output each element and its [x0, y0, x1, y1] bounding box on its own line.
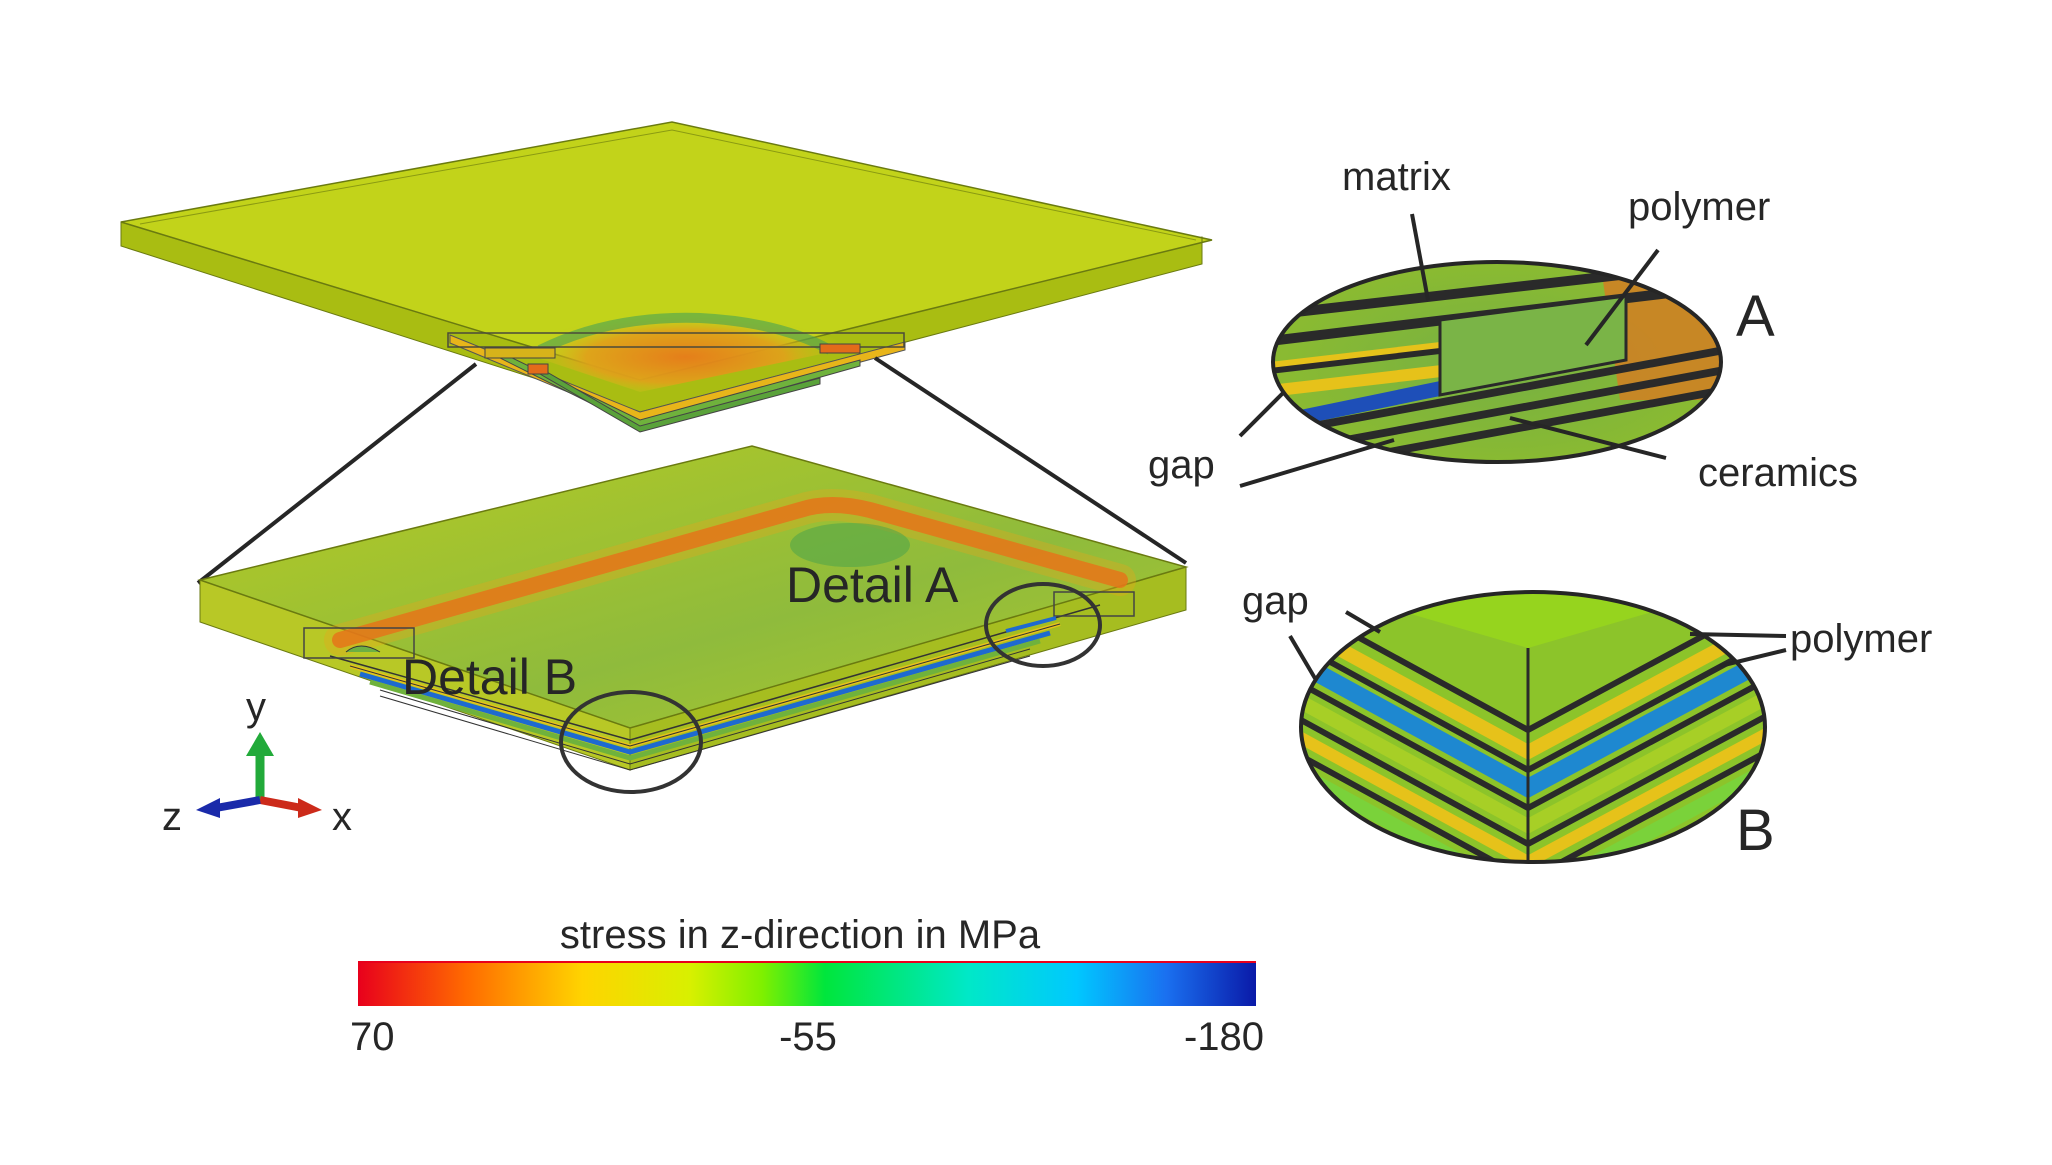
axis-triad: y x z [162, 685, 352, 839]
upper-plate [120, 121, 1213, 433]
axis-z-arrow [215, 796, 261, 812]
detail-b-circle [559, 690, 703, 794]
lower-plate-layers [303, 591, 1135, 771]
label-ceramics: ceramics [1698, 451, 1858, 495]
upper-plate-layers [447, 332, 906, 433]
label-gap-a: gap [1148, 443, 1215, 487]
axis-y-label: y [246, 685, 266, 729]
detail-a-ellipse [1271, 260, 1723, 464]
axis-x-label: x [332, 795, 352, 839]
detail-a-view: matrix polymer gap ceramics A [1148, 155, 1858, 495]
detail-b-view: gap polymer B [1242, 579, 1932, 864]
axis-x-arrowhead [298, 798, 322, 818]
colorbar-tick-max: 70 [350, 1015, 395, 1059]
lower-plate [197, 445, 1189, 794]
colorbar-title: stress in z-direction in MPa [560, 913, 1041, 957]
label-gap-b: gap [1242, 579, 1309, 623]
label-polymer-a: polymer [1628, 185, 1770, 229]
colorbar-tick-mid: -55 [779, 1015, 837, 1059]
detail-b-label: Detail B [402, 649, 577, 705]
label-letter-b: B [1736, 798, 1775, 863]
axis-z-arrowhead [196, 798, 220, 818]
connector-line-right [873, 356, 1188, 565]
label-polymer-b: polymer [1790, 617, 1932, 661]
lower-plate-stress-band [332, 497, 1128, 648]
axis-z-label: z [162, 795, 182, 839]
detail-b-ellipse [1299, 590, 1767, 864]
detail-a-label: Detail A [786, 557, 959, 613]
label-matrix: matrix [1342, 155, 1451, 199]
colorbar-tick-min: -180 [1184, 1015, 1264, 1059]
axis-x-arrow [259, 796, 303, 812]
lower-plate-top-face [197, 445, 1189, 729]
connector-line-left [196, 362, 478, 585]
colorbar: stress in z-direction in MPa 70 -55 -180 [350, 913, 1264, 1059]
label-letter-a: A [1736, 284, 1775, 349]
colorbar-gradient [358, 962, 1256, 1006]
axis-y-arrowhead [246, 732, 274, 756]
detail-a-circle [984, 582, 1102, 668]
